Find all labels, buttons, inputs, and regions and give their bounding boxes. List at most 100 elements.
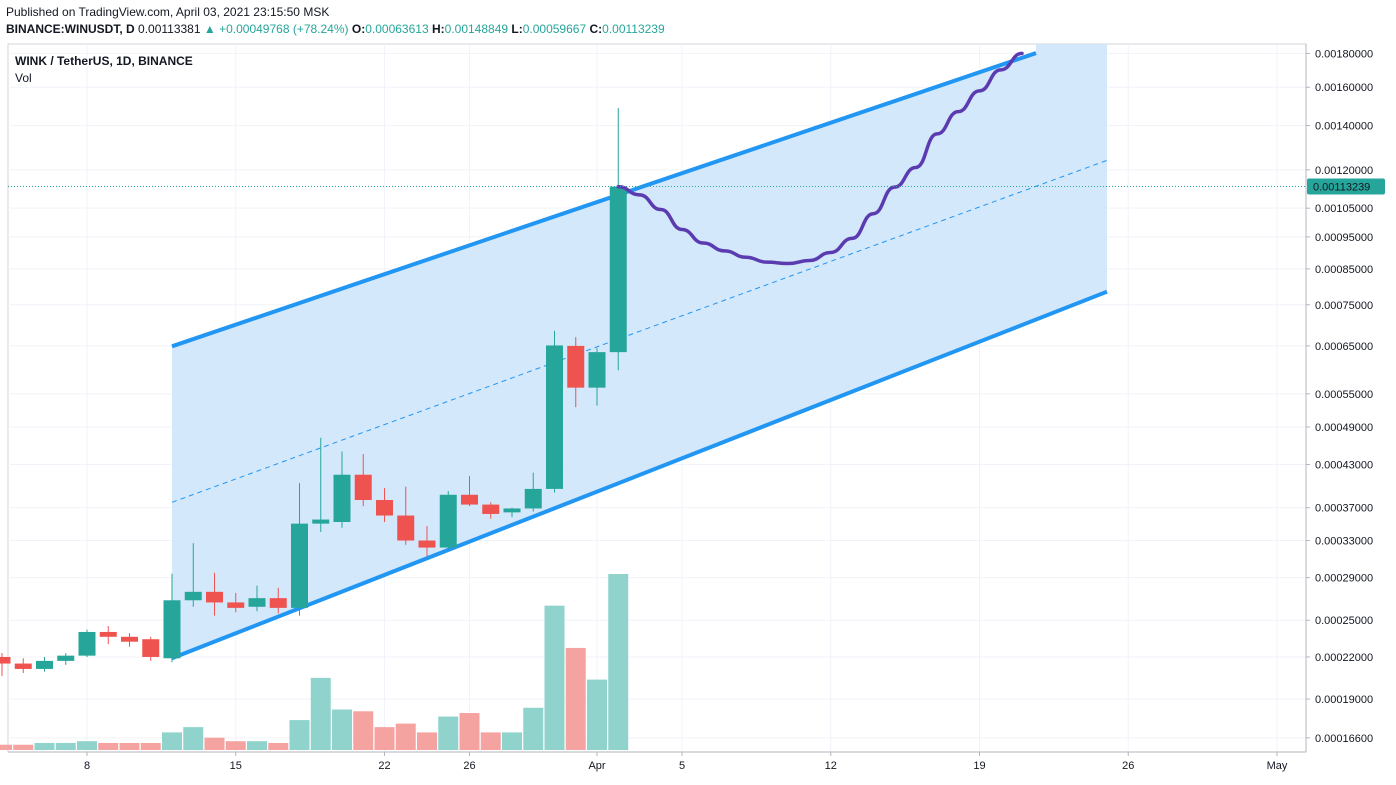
price-tick-label: 0.00043000 — [1315, 460, 1373, 472]
candle-body — [121, 636, 138, 642]
last-price-label: 0.00113239 — [1313, 181, 1370, 193]
channel-lower-line — [171, 289, 1108, 661]
volume-bar — [587, 679, 607, 750]
volume-bar — [438, 716, 459, 750]
price-tick-label: 0.00019000 — [1315, 694, 1373, 706]
price-axis[interactable]: 0.00180000 0.00160000 0.00140000 0.00120000… — [8, 44, 1385, 752]
price-tick-label: 0.00120000 — [1315, 165, 1373, 177]
volume-bar — [608, 574, 629, 750]
price-tick-label: 0.00085000 — [1315, 264, 1373, 276]
candle-body — [312, 519, 330, 524]
projection-path[interactable] — [616, 51, 1024, 266]
candle-body — [99, 631, 117, 637]
time-tick-label: Apr — [588, 760, 605, 772]
volume-bar — [0, 744, 12, 750]
legend-volume: Vol — [15, 71, 32, 85]
candle-body — [184, 591, 202, 601]
candle-body — [36, 660, 53, 669]
volume-bar — [459, 713, 480, 750]
volume-bar — [565, 647, 586, 750]
last-price-badge — [1307, 178, 1385, 195]
volume-bar — [502, 732, 522, 750]
candle-body — [142, 639, 160, 657]
close-value: 0.00113239 — [602, 22, 665, 36]
time-tick-label: 19 — [973, 760, 985, 772]
close-label: C: — [589, 22, 603, 36]
price-tick-label: 0.00033000 — [1315, 536, 1373, 548]
candle-body — [609, 186, 627, 353]
candle-body — [588, 352, 606, 388]
price-tick-label: 0.00016600 — [1315, 733, 1373, 745]
price-tick-label: 0.00095000 — [1315, 232, 1373, 244]
price-tick-label: 0.00025000 — [1315, 615, 1373, 627]
time-tick-label: 12 — [825, 760, 837, 772]
legend-title: WINK / TetherUS, 1D, BINANCE — [15, 54, 193, 68]
price-tick-label: 0.00180000 — [1315, 48, 1373, 60]
symbol-info-line: BINANCE:WINUSDT, D 0.00113381 ▲ +0.00049… — [6, 22, 665, 36]
channel-upper-line — [171, 51, 1037, 349]
low-value: 0.00059667 — [522, 22, 587, 36]
channel-median-line — [171, 159, 1108, 503]
price-tick-label: 0.00075000 — [1315, 300, 1373, 312]
price-tick-label: 0.00037000 — [1315, 503, 1373, 515]
volume-bar — [162, 732, 182, 750]
volume-bar — [332, 709, 352, 750]
volume-bar — [34, 742, 55, 750]
candle-body — [354, 474, 372, 501]
candle-body — [503, 508, 521, 513]
volume-bar — [544, 605, 565, 750]
candle-body — [482, 504, 500, 514]
candle-body — [0, 656, 11, 664]
candle-body — [397, 515, 415, 541]
candle-body — [78, 631, 96, 656]
time-tick-label: 26 — [1122, 760, 1134, 772]
price-tick-label: 0.00065000 — [1315, 341, 1373, 353]
candle-body — [291, 523, 308, 608]
volume-bar — [480, 732, 501, 750]
price-tick-label: 0.00140000 — [1315, 121, 1373, 133]
symbol-name: BINANCE:WINUSDT, D — [6, 22, 135, 36]
volume-bar — [523, 707, 544, 750]
volume-bar — [225, 741, 246, 750]
candle-body — [567, 345, 585, 388]
candle-body — [418, 540, 436, 548]
candle-body — [57, 655, 75, 661]
candle-body — [376, 500, 393, 516]
channel-fill — [172, 44, 1107, 659]
price-tick-label: 0.00055000 — [1315, 389, 1373, 401]
price-tick-label: 0.00105000 — [1315, 203, 1373, 215]
volume-bar — [268, 742, 289, 750]
price-tick-label: 0.00029000 — [1315, 573, 1373, 585]
volume-bar — [119, 742, 140, 750]
low-label: L: — [511, 22, 523, 36]
time-axis[interactable]: 8 15 22 26 Apr 5 12 19 26 May — [8, 751, 1306, 772]
candle-body — [227, 602, 245, 608]
candle-body — [206, 591, 223, 603]
volume-bar — [98, 742, 119, 750]
time-tick-label: 5 — [679, 760, 685, 772]
high-value: 0.00148849 — [444, 22, 509, 36]
parallel-channel[interactable] — [171, 44, 1108, 661]
volume-bar — [77, 741, 97, 750]
high-label: H: — [431, 22, 445, 36]
candle-body — [546, 345, 563, 489]
volume-bar — [55, 742, 76, 750]
time-tick-label: 15 — [230, 760, 242, 772]
projection-curve — [616, 51, 1024, 266]
volume-bar — [204, 737, 225, 750]
volume-bar — [310, 677, 331, 750]
volume-bar — [247, 741, 267, 750]
volume-bar — [13, 744, 34, 750]
price-tick-label: 0.00022000 — [1315, 652, 1373, 664]
price-tick-label: 0.00160000 — [1315, 82, 1373, 94]
candle-body — [248, 598, 266, 607]
published-line: Published on TradingView.com, April 03, … — [6, 5, 330, 19]
open-label: O: — [351, 22, 366, 36]
candle-body — [14, 663, 32, 669]
candle-body — [524, 488, 542, 509]
volume-bar — [395, 723, 416, 750]
time-tick-label: 8 — [84, 760, 90, 772]
candle-body — [461, 494, 478, 505]
volume-bar — [417, 732, 437, 750]
